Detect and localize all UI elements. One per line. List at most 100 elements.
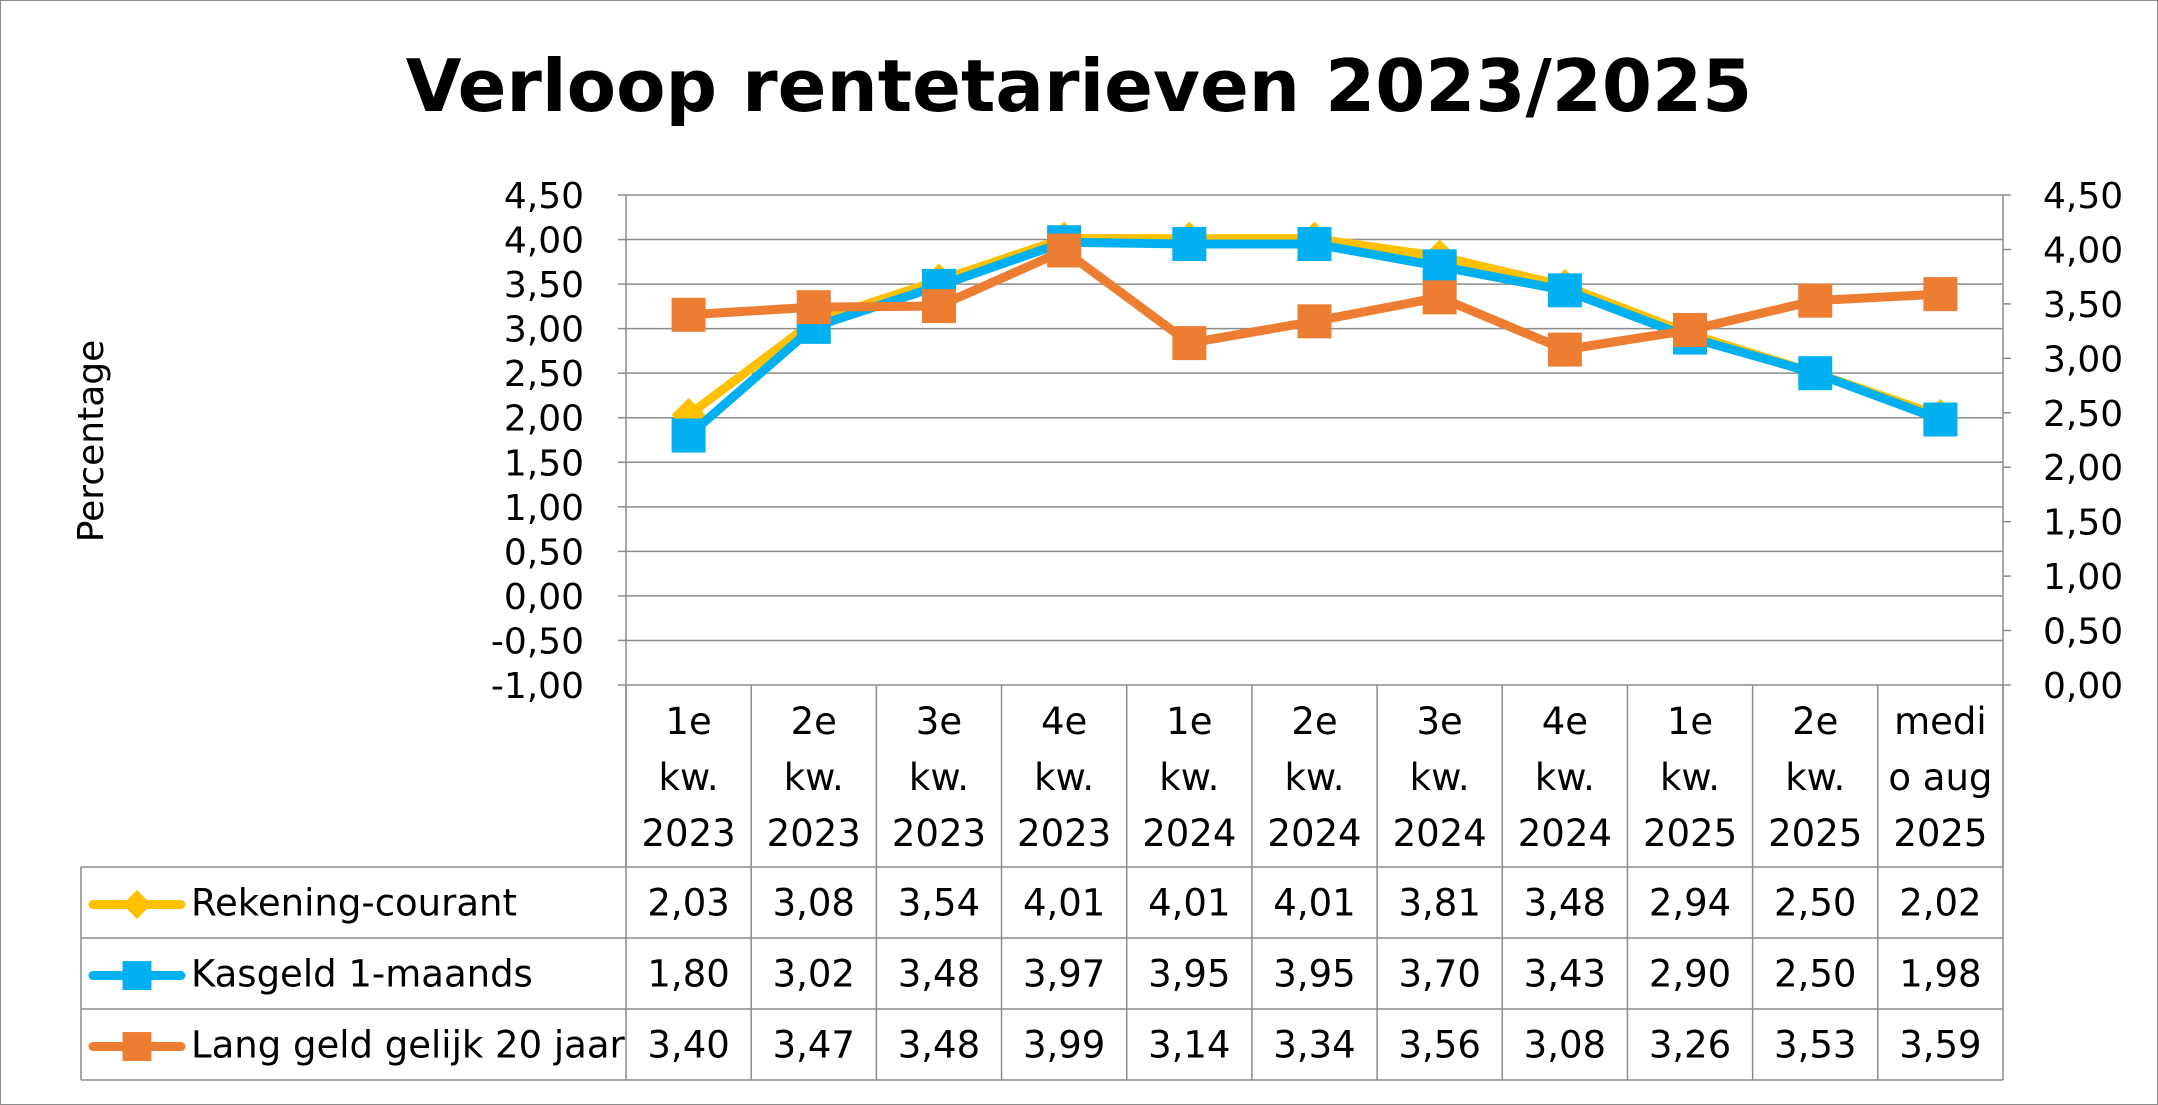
y-left-tick-label: 3,50 bbox=[504, 265, 584, 306]
x-tick-label: 1e bbox=[1166, 700, 1212, 743]
legend-key-marker-lang-geld-gelijk-20-jaar bbox=[122, 1032, 152, 1061]
x-tick-label: kw. bbox=[1410, 756, 1470, 799]
y-left-tick-label: -0,50 bbox=[491, 621, 584, 662]
table-value-cell: 3,81 bbox=[1398, 882, 1480, 925]
x-tick-label: 2023 bbox=[892, 812, 986, 855]
data-point-lang-geld-gelijk-20-jaar bbox=[796, 290, 831, 325]
grid-layer bbox=[626, 194, 2003, 686]
table-value-cell: 1,98 bbox=[1899, 953, 1981, 996]
table-value-cell: 3,48 bbox=[898, 1024, 980, 1067]
table-value-cell: 4,01 bbox=[1273, 882, 1355, 925]
y-right-tick-label: 4,00 bbox=[2043, 230, 2123, 271]
data-point-kasgeld-1-maands bbox=[1297, 227, 1332, 261]
data-point-lang-geld-gelijk-20-jaar bbox=[1673, 313, 1708, 348]
table-value-cell: 3,95 bbox=[1148, 953, 1230, 996]
table-value-cell: 3,54 bbox=[898, 882, 980, 925]
x-tick-label: 4e bbox=[1041, 700, 1087, 743]
y-right-tick-label: 2,00 bbox=[2043, 448, 2123, 489]
data-point-lang-geld-gelijk-20-jaar bbox=[1047, 233, 1082, 268]
data-point-lang-geld-gelijk-20-jaar bbox=[1172, 326, 1207, 361]
table-value-cell: 1,80 bbox=[647, 953, 729, 996]
x-tick-label: o aug bbox=[1888, 756, 1992, 799]
x-tick-label: 2024 bbox=[1267, 812, 1361, 855]
table-value-cell: 2,50 bbox=[1774, 882, 1856, 925]
legend-key-marker-kasgeld-1-maands bbox=[122, 961, 152, 990]
y-left-tick-label: 0,50 bbox=[504, 532, 584, 573]
x-tick-label: 4e bbox=[1542, 700, 1588, 743]
table-value-cell: 3,53 bbox=[1774, 1024, 1856, 1067]
x-tick-label: medi bbox=[1894, 700, 1987, 743]
legend-label-rekening-courant: Rekening-courant bbox=[191, 882, 517, 925]
x-tick-label: 2025 bbox=[1893, 812, 1987, 855]
legend-label-kasgeld-1-maands: Kasgeld 1-maands bbox=[191, 953, 533, 996]
y-right-tick-label: 0,50 bbox=[2043, 612, 2123, 653]
y-left-tick-label: 1,00 bbox=[504, 488, 584, 529]
table-value-cell: 3,43 bbox=[1524, 953, 1606, 996]
table-value-cell: 3,47 bbox=[773, 1024, 855, 1067]
table-value-cell: 3,08 bbox=[773, 882, 855, 925]
x-tick-label: 2025 bbox=[1643, 812, 1737, 855]
chart-title: Verloop rentetarieven 2023/2025 bbox=[406, 44, 1752, 128]
table-value-cell: 3,48 bbox=[1524, 882, 1606, 925]
data-point-lang-geld-gelijk-20-jaar bbox=[1547, 332, 1582, 367]
table-value-cell: 2,50 bbox=[1774, 953, 1856, 996]
x-tick-label: 2e bbox=[791, 700, 837, 743]
data-point-kasgeld-1-maands bbox=[1923, 402, 1958, 437]
x-tick-label: kw. bbox=[1660, 756, 1720, 799]
y-right-tick-label: 4,50 bbox=[2043, 176, 2123, 217]
y-right-tick-label: 3,50 bbox=[2043, 285, 2123, 326]
y-left-tick-label: 4,00 bbox=[504, 221, 584, 262]
x-tick-label: 2023 bbox=[767, 812, 861, 855]
x-tick-label: 1e bbox=[665, 700, 711, 743]
table-value-cell: 3,14 bbox=[1148, 1024, 1230, 1067]
x-tick-label: kw. bbox=[1535, 756, 1595, 799]
x-tick-label: kw. bbox=[1034, 756, 1094, 799]
table-value-cell: 2,90 bbox=[1649, 953, 1731, 996]
series-line-kasgeld-1-maands bbox=[684, 237, 1945, 441]
data-point-lang-geld-gelijk-20-jaar bbox=[1297, 304, 1332, 339]
data-point-lang-geld-gelijk-20-jaar bbox=[671, 297, 706, 332]
data-point-kasgeld-1-maands bbox=[671, 418, 706, 453]
y-axis-title: Percentage bbox=[71, 340, 112, 543]
x-tick-label: 1e bbox=[1667, 700, 1713, 743]
series-layer bbox=[671, 221, 1958, 453]
y-right-tick-label: 2,50 bbox=[2043, 394, 2123, 435]
table-value-cell: 3,97 bbox=[1023, 953, 1105, 996]
data-point-kasgeld-1-maands bbox=[1798, 356, 1833, 391]
x-tick-label: 2025 bbox=[1768, 812, 1862, 855]
legend-label-lang-geld-gelijk-20-jaar: Lang geld gelijk 20 jaar bbox=[191, 1024, 626, 1067]
y-left-tick-label: 1,50 bbox=[504, 443, 584, 484]
y-left-tick-label: 2,00 bbox=[504, 399, 584, 440]
data-point-kasgeld-1-maands bbox=[1547, 273, 1582, 308]
table-value-cell: 3,26 bbox=[1649, 1024, 1731, 1067]
x-tick-label: 2024 bbox=[1393, 812, 1487, 855]
table-value-cell: 3,59 bbox=[1899, 1024, 1981, 1067]
x-tick-label: kw. bbox=[1284, 756, 1344, 799]
data-point-lang-geld-gelijk-20-jaar bbox=[1798, 283, 1833, 318]
x-tick-label: 3e bbox=[1417, 700, 1463, 743]
x-tick-label: 2024 bbox=[1518, 812, 1612, 855]
x-tick-label: 2e bbox=[1792, 700, 1838, 743]
table-value-cell: 2,94 bbox=[1649, 882, 1731, 925]
y-right-tick-label: 3,00 bbox=[2043, 339, 2123, 380]
y-left-tick-label: 3,00 bbox=[504, 310, 584, 351]
table-value-cell: 3,02 bbox=[773, 953, 855, 996]
y-right-tick-label: 1,00 bbox=[2043, 557, 2123, 598]
y-left-tick-label: -1,00 bbox=[491, 666, 584, 707]
data-point-kasgeld-1-maands bbox=[1422, 249, 1457, 284]
table-value-cell: 3,40 bbox=[647, 1024, 729, 1067]
data-point-kasgeld-1-maands bbox=[1172, 227, 1207, 261]
data-point-lang-geld-gelijk-20-jaar bbox=[1422, 280, 1457, 315]
y-right-tick-label: 1,50 bbox=[2043, 503, 2123, 544]
axis-layer: -1,00-0,500,000,501,001,502,002,503,003,… bbox=[491, 176, 2123, 867]
y-left-tick-label: 2,50 bbox=[504, 354, 584, 395]
x-tick-label: 3e bbox=[916, 700, 962, 743]
data-point-lang-geld-gelijk-20-jaar bbox=[1923, 277, 1958, 312]
table-value-cell: 3,99 bbox=[1023, 1024, 1105, 1067]
table-value-cell: 4,01 bbox=[1023, 882, 1105, 925]
table-value-cell: 3,70 bbox=[1398, 953, 1480, 996]
table-value-cell: 3,95 bbox=[1273, 953, 1355, 996]
x-tick-label: kw. bbox=[659, 756, 719, 799]
